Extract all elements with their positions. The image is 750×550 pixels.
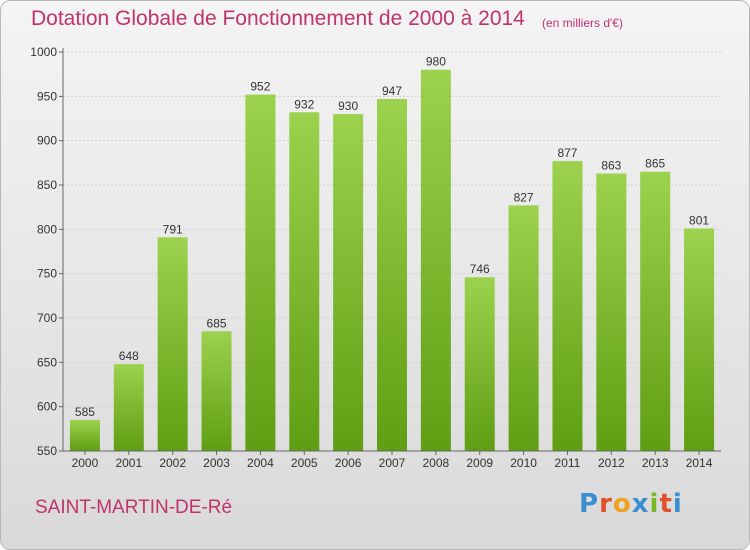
x-tick-label-2011: 2011 bbox=[555, 456, 581, 470]
y-tick-label: 750 bbox=[37, 267, 57, 281]
bar-2000 bbox=[69, 419, 100, 451]
y-tick-label: 900 bbox=[37, 134, 57, 148]
logo-letter: i bbox=[672, 489, 683, 519]
bar-2003 bbox=[201, 331, 232, 451]
x-tick-label-2009: 2009 bbox=[466, 456, 493, 470]
logo-letter: P bbox=[579, 489, 600, 519]
value-label-2012: 863 bbox=[601, 158, 621, 172]
value-label-2013: 865 bbox=[645, 157, 665, 171]
value-label-2002: 791 bbox=[163, 222, 183, 236]
value-labels: 585 648 791 685 952 932 930 947 980 746 827 877 863 8… bbox=[75, 55, 709, 419]
value-label-2011: 877 bbox=[557, 146, 577, 160]
y-tick-label: 600 bbox=[37, 400, 57, 414]
bar-2004 bbox=[245, 94, 276, 451]
x-tick-label-2007: 2007 bbox=[379, 456, 406, 470]
logo-letter: r bbox=[599, 489, 613, 519]
value-label-2000: 585 bbox=[75, 405, 95, 419]
value-label-2007: 947 bbox=[382, 84, 402, 98]
bar-2006 bbox=[333, 114, 364, 452]
bar-2012 bbox=[596, 173, 627, 451]
unit-note: (en milliers d'€) bbox=[542, 16, 623, 30]
commune-name: SAINT-MARTIN-DE-Ré bbox=[35, 497, 233, 518]
value-label-2001: 648 bbox=[119, 349, 139, 363]
value-label-2006: 930 bbox=[338, 99, 358, 113]
x-tick-label-2004: 2004 bbox=[247, 456, 274, 470]
x-tick-label-2001: 2001 bbox=[115, 456, 142, 470]
y-tick-label: 850 bbox=[37, 178, 57, 192]
y-axis-ticks: 550 600 650 700 750 800 850 900 950 1000 bbox=[30, 45, 63, 458]
y-tick-label: 1000 bbox=[30, 45, 57, 59]
chart-title: Dotation Globale de Fonctionnement de 20… bbox=[31, 7, 525, 30]
y-tick-label: 950 bbox=[37, 89, 57, 103]
x-tick-label-2005: 2005 bbox=[291, 456, 318, 470]
bar-2002 bbox=[157, 237, 188, 451]
x-tick-label-2008: 2008 bbox=[423, 456, 450, 470]
y-tick-label: 800 bbox=[37, 222, 57, 236]
bar-2009 bbox=[464, 277, 495, 451]
y-tick-label: 700 bbox=[37, 311, 57, 325]
y-tick-label: 550 bbox=[37, 444, 57, 458]
x-tick-label-2012: 2012 bbox=[598, 456, 625, 470]
x-tick-label-2002: 2002 bbox=[159, 456, 186, 470]
value-label-2014: 801 bbox=[689, 213, 709, 227]
proxiti-logo: Proxiti bbox=[579, 489, 683, 519]
axes bbox=[62, 48, 721, 452]
value-label-2010: 827 bbox=[514, 190, 534, 204]
logo-letter: i bbox=[649, 489, 660, 519]
bar-2005 bbox=[289, 112, 320, 451]
value-label-2003: 685 bbox=[207, 316, 227, 330]
bars bbox=[69, 69, 715, 452]
x-tick-label-2010: 2010 bbox=[510, 456, 537, 470]
x-axis-ticks: 2000 2001 2002 2003 2004 2005 2006 2007 2008 2009… bbox=[72, 451, 713, 470]
x-tick-label-2014: 2014 bbox=[686, 456, 713, 470]
logo-letter: o bbox=[612, 489, 632, 519]
x-tick-label-2000: 2000 bbox=[72, 456, 99, 470]
value-label-2009: 746 bbox=[470, 262, 490, 276]
value-label-2004: 952 bbox=[250, 80, 270, 94]
bar-2011 bbox=[552, 161, 583, 451]
x-tick-label-2006: 2006 bbox=[335, 456, 362, 470]
value-label-2005: 932 bbox=[294, 97, 314, 111]
x-tick-label-2003: 2003 bbox=[203, 456, 230, 470]
x-tick-label-2013: 2013 bbox=[642, 456, 669, 470]
bar-2014 bbox=[684, 228, 715, 451]
bar-2008 bbox=[420, 69, 451, 451]
logo-letter: x bbox=[631, 489, 650, 519]
y-tick-label: 650 bbox=[37, 355, 57, 369]
bar-2007 bbox=[377, 98, 407, 451]
bar-2010 bbox=[508, 205, 539, 451]
bar-2013 bbox=[640, 171, 671, 451]
logo-letter: t bbox=[659, 489, 673, 519]
value-label-2008: 980 bbox=[426, 55, 446, 69]
bar-2001 bbox=[113, 364, 144, 451]
